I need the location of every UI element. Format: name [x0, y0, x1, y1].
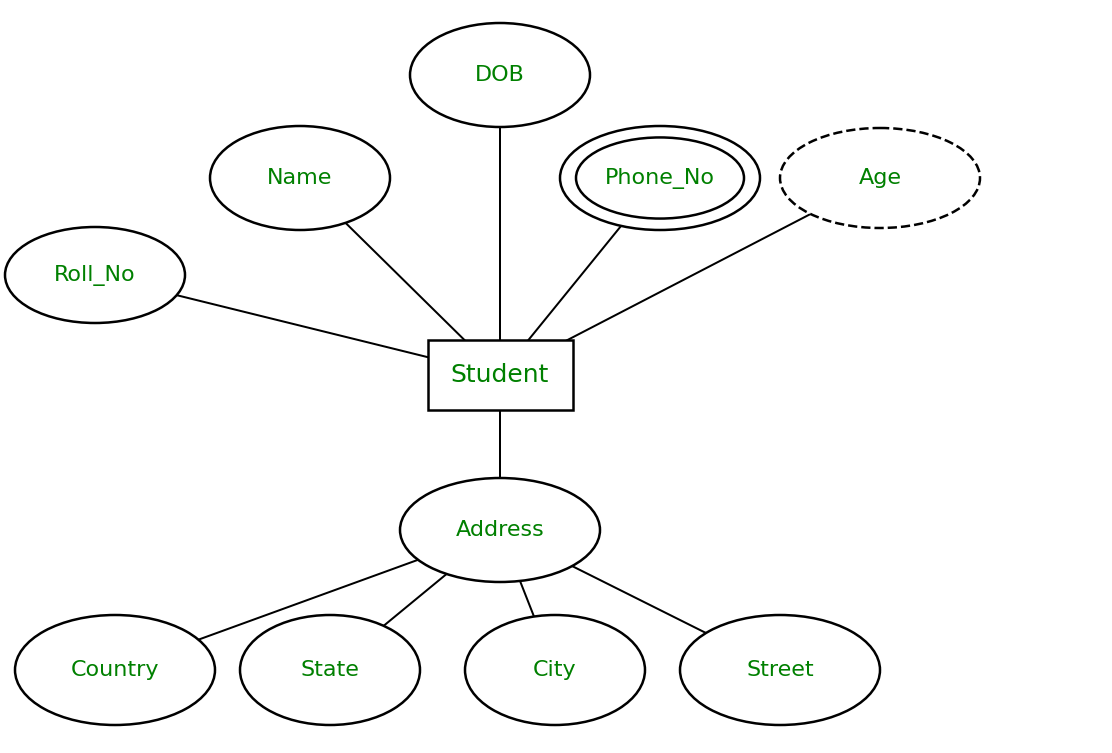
Text: State: State: [300, 660, 359, 680]
Text: Age: Age: [858, 168, 902, 188]
Text: Country: Country: [71, 660, 159, 680]
Ellipse shape: [780, 128, 980, 228]
Ellipse shape: [4, 227, 185, 323]
Text: Address: Address: [456, 520, 545, 540]
Ellipse shape: [14, 615, 215, 725]
Text: Student: Student: [450, 363, 549, 387]
Text: Street: Street: [746, 660, 814, 680]
Text: DOB: DOB: [475, 65, 525, 85]
Ellipse shape: [681, 615, 880, 725]
FancyBboxPatch shape: [427, 340, 573, 410]
Text: City: City: [533, 660, 577, 680]
Ellipse shape: [560, 126, 759, 230]
Text: Name: Name: [267, 168, 332, 188]
Text: Phone_No: Phone_No: [605, 167, 715, 188]
Ellipse shape: [240, 615, 420, 725]
Ellipse shape: [465, 615, 645, 725]
Ellipse shape: [400, 478, 600, 582]
Text: Roll_No: Roll_No: [54, 264, 136, 285]
Ellipse shape: [210, 126, 390, 230]
Ellipse shape: [410, 23, 590, 127]
